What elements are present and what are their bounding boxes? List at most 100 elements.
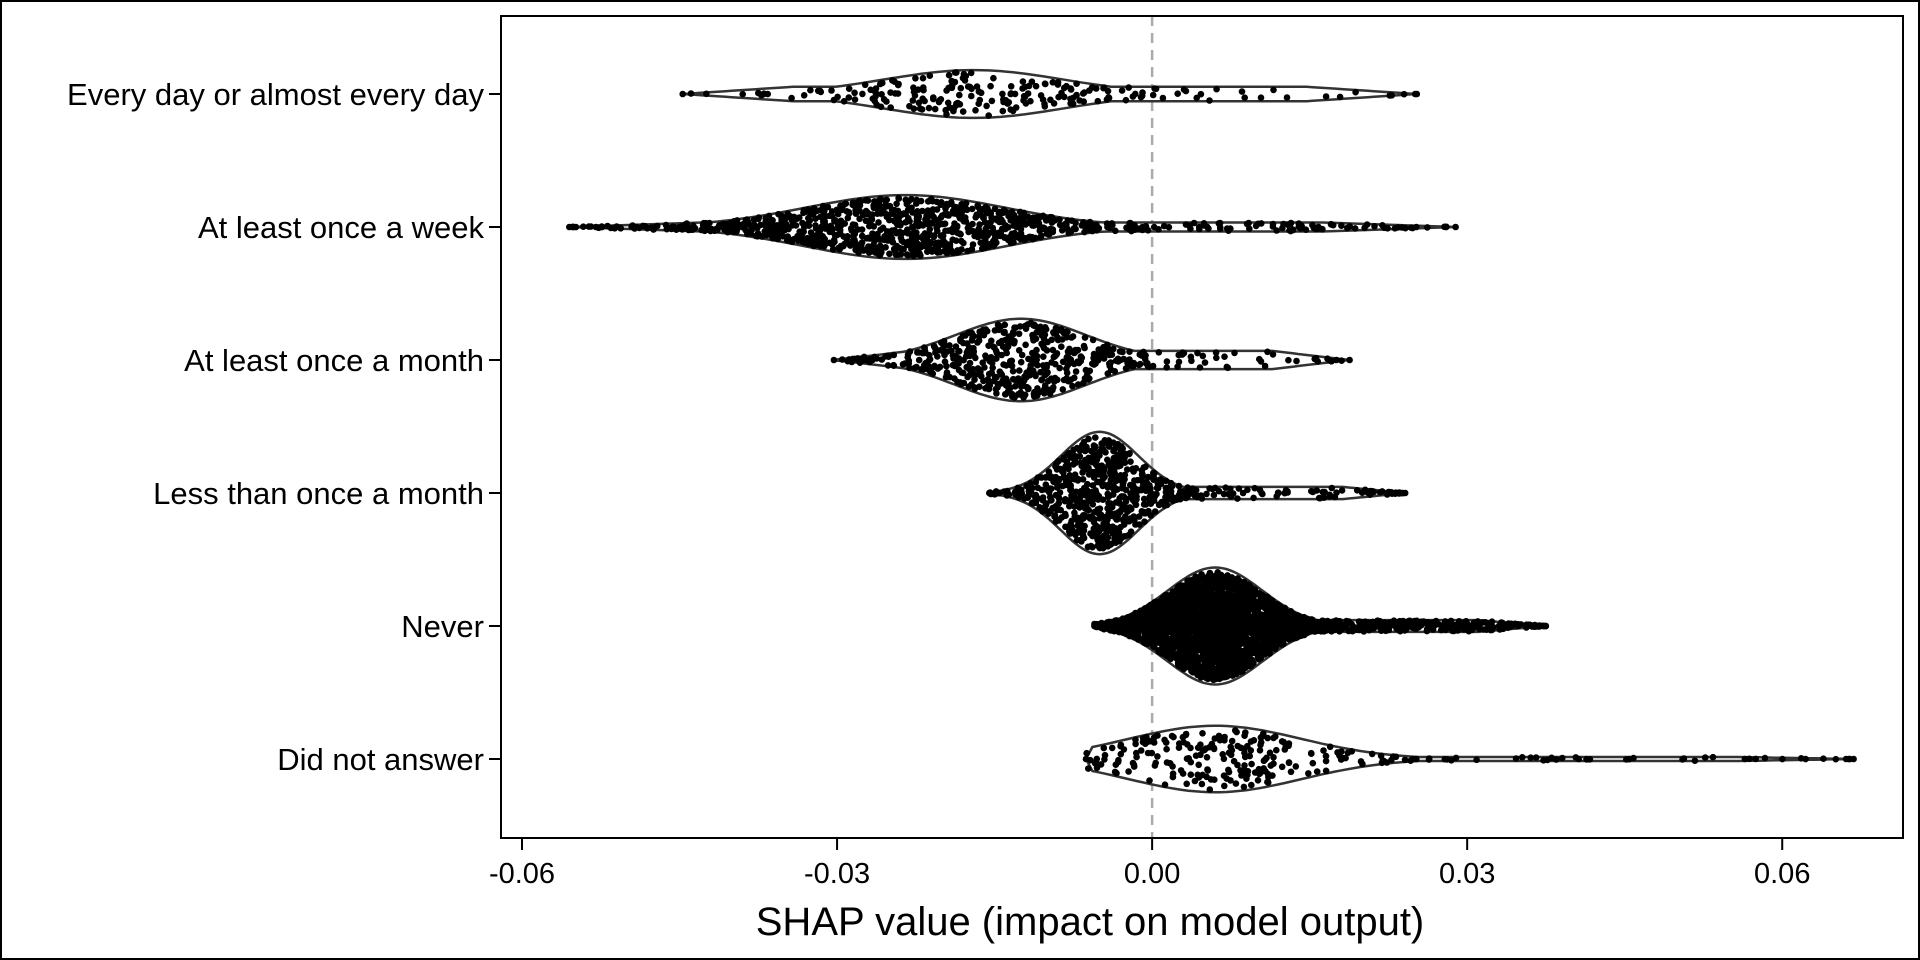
data-point [913, 196, 920, 204]
data-point [1042, 481, 1050, 489]
data-point [1068, 217, 1076, 224]
data-point [1116, 508, 1123, 516]
data-point [1076, 498, 1084, 505]
data-point [1009, 393, 1016, 401]
data-point [1054, 81, 1062, 88]
data-point [906, 218, 913, 225]
data-point [1114, 514, 1121, 522]
data-point [1482, 619, 1489, 626]
data-point [1102, 349, 1110, 356]
data-point [1279, 640, 1286, 647]
data-point [1213, 354, 1220, 362]
data-point [1109, 458, 1116, 466]
data-point [980, 328, 988, 336]
data-point [1052, 360, 1059, 368]
data-point [933, 206, 941, 213]
data-point [1083, 443, 1090, 451]
data-point [912, 232, 919, 239]
data-point [1312, 225, 1320, 233]
data-point [1259, 490, 1266, 498]
data-point [1235, 485, 1243, 492]
data-point [1298, 628, 1306, 635]
data-point [1127, 458, 1134, 466]
violin-points [1091, 569, 1550, 684]
data-point [912, 75, 919, 82]
data-point [814, 230, 822, 238]
data-point [822, 221, 829, 229]
data-point [1384, 225, 1391, 232]
data-point [952, 102, 960, 109]
data-point [991, 327, 999, 334]
data-point [915, 356, 923, 364]
data-point [1029, 484, 1036, 492]
data-point [1005, 491, 1012, 499]
data-point [1031, 217, 1038, 225]
data-point [1277, 607, 1285, 614]
data-point [856, 207, 863, 215]
data-point [820, 243, 828, 250]
data-point [937, 201, 944, 209]
data-point [1001, 328, 1008, 336]
violin-group [566, 193, 1459, 261]
data-point [797, 228, 805, 236]
data-point [1189, 669, 1197, 676]
data-point [1256, 626, 1264, 633]
data-point [785, 212, 793, 219]
data-point [1132, 90, 1139, 98]
data-point [1220, 490, 1228, 498]
data-point [997, 369, 1005, 377]
data-point [1068, 334, 1075, 341]
data-point [1110, 466, 1118, 473]
data-point [1089, 482, 1097, 489]
data-point [687, 90, 695, 97]
data-point [1009, 232, 1016, 239]
data-point [951, 220, 958, 227]
data-point [1175, 482, 1183, 490]
data-point [765, 212, 773, 220]
data-point [860, 357, 867, 364]
data-point [1062, 523, 1069, 531]
data-point [1203, 663, 1210, 671]
data-point [1010, 222, 1017, 229]
data-point [946, 241, 954, 248]
data-point [926, 226, 934, 233]
data-point [1222, 484, 1229, 492]
data-point [1336, 93, 1344, 101]
data-point [1298, 620, 1305, 627]
data-point [1105, 94, 1112, 101]
data-point [957, 337, 964, 345]
data-point [809, 231, 816, 239]
data-point [936, 97, 943, 104]
data-point [969, 220, 976, 228]
data-point [941, 358, 949, 366]
data-point [973, 211, 980, 219]
data-point [865, 243, 873, 251]
data-point [1280, 220, 1287, 228]
data-point [1117, 458, 1124, 466]
data-point [968, 92, 975, 100]
data-point [604, 222, 611, 230]
data-point [848, 227, 855, 234]
data-point [1123, 628, 1130, 636]
data-point [886, 250, 893, 258]
data-point [939, 346, 947, 354]
data-point [966, 359, 974, 367]
data-point [1098, 440, 1105, 447]
data-point [859, 232, 866, 240]
data-point [1183, 614, 1190, 622]
data-point [1039, 362, 1047, 369]
data-point [739, 90, 746, 98]
data-point [1029, 321, 1037, 329]
data-point [1051, 513, 1058, 520]
data-point [1146, 493, 1153, 501]
data-point [1136, 617, 1144, 625]
data-point [703, 90, 710, 98]
data-point [1255, 656, 1263, 663]
data-point [1203, 490, 1210, 498]
data-point [1192, 593, 1200, 601]
data-point [613, 223, 620, 230]
data-point [1139, 223, 1146, 231]
data-point [1007, 238, 1014, 245]
data-point [807, 86, 814, 94]
data-point [1474, 620, 1481, 627]
